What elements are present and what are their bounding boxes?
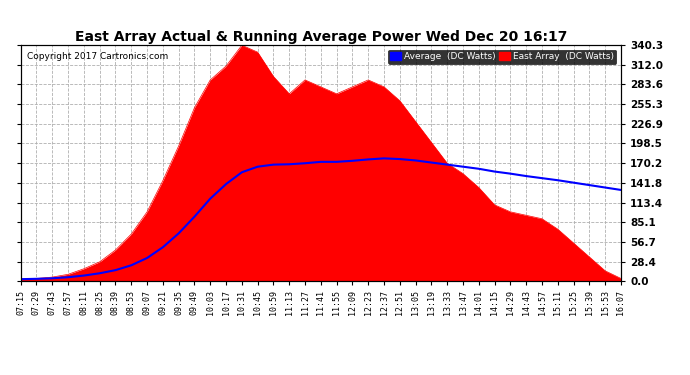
Legend: Average  (DC Watts), East Array  (DC Watts): Average (DC Watts), East Array (DC Watts… (388, 50, 616, 64)
Title: East Array Actual & Running Average Power Wed Dec 20 16:17: East Array Actual & Running Average Powe… (75, 30, 567, 44)
Text: Copyright 2017 Cartronics.com: Copyright 2017 Cartronics.com (27, 52, 168, 61)
